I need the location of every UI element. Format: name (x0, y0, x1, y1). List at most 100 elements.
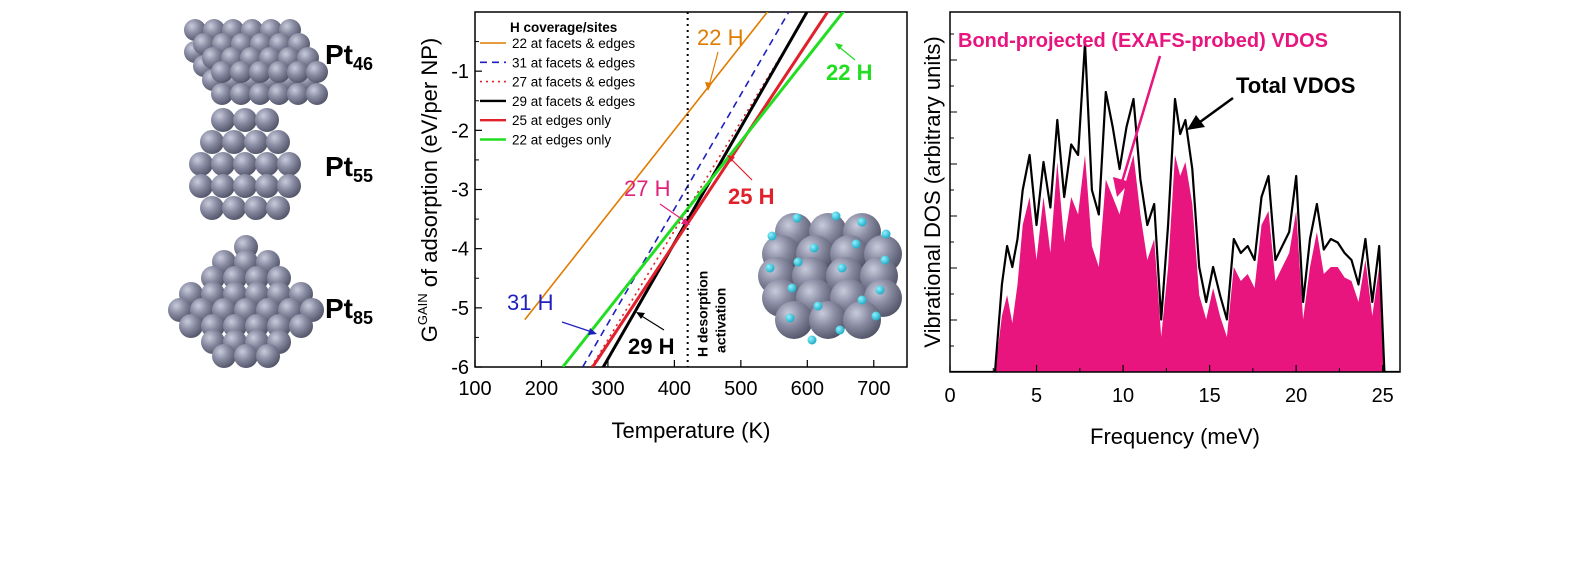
arrowhead (1113, 177, 1130, 197)
legend-label: 31 at facets & edges (512, 55, 635, 70)
y-tick-label: -4 (451, 239, 469, 261)
legend-label: 22 at edges only (512, 133, 611, 148)
pt55-label: Pt55 (325, 151, 373, 186)
pt46-atom (268, 61, 290, 83)
x-tick-label: 100 (458, 378, 491, 400)
vline-label-line1: H desorption (695, 271, 711, 357)
pt55-atom (277, 174, 301, 198)
y-tick-label: -5 (451, 298, 469, 320)
chart-b-ticks: 0 5 10 15 20 25 (944, 33, 1394, 407)
annot-25h: 25 H (728, 184, 774, 209)
h-atom (792, 213, 802, 223)
x-tick-label: 10 (1112, 385, 1134, 407)
series-line-4 (591, 12, 830, 367)
chart-a-legend: H coverage/sites 22 at facets & edges 31 … (480, 20, 635, 148)
h-atom (807, 335, 817, 345)
legend-label: 25 at edges only (512, 113, 611, 128)
legend-title: H coverage/sites (510, 20, 617, 35)
pt85-atom (289, 314, 313, 338)
pt55-atom (244, 196, 268, 220)
annot-27h: 27 H (624, 176, 670, 201)
h-atom (880, 255, 890, 265)
h-atom (813, 301, 823, 311)
arrow-27h (659, 203, 687, 223)
chart-a-series (524, 12, 846, 367)
h-atom (835, 325, 845, 335)
desorption-activation-line: H desorption activation (686, 12, 729, 367)
pt46-atom (211, 61, 233, 83)
x-tick-label: 20 (1285, 385, 1307, 407)
h-atom (767, 231, 777, 241)
pt46-atom (268, 83, 290, 105)
h-atom (793, 257, 803, 267)
h-atom (881, 229, 891, 239)
pt55-atom (200, 196, 224, 220)
vline-label-line2: activation (713, 288, 729, 353)
pt46-atom (230, 83, 252, 105)
pt46-atom (287, 61, 309, 83)
series-line-0 (524, 12, 769, 321)
pt55-atom (266, 130, 290, 154)
arrowhead (1187, 115, 1205, 130)
h-atom (851, 239, 861, 249)
pt46-label: Pt46 (325, 39, 373, 74)
x-tick-label: 200 (525, 378, 558, 400)
arrow-25h (729, 157, 753, 181)
pt55-atom (277, 152, 301, 176)
chart-a-xlabel: Temperature (K) (612, 418, 771, 443)
vdos-chart: 0 5 10 15 20 25 Frequency (meV) Vibrational D… (920, 11, 1401, 449)
pt85-label: Pt85 (325, 293, 373, 328)
pt55-atom (189, 152, 213, 176)
annot-22h-green: 22 H (826, 60, 872, 85)
y-tick-label: -2 (451, 120, 469, 142)
arrowhead (727, 155, 735, 162)
h-atom (857, 217, 867, 227)
chart-a-ticks: 100 200 300 400 500 600 700 -1 -2 -3 -4 -5 -6 (451, 41, 890, 400)
pt46-atom (287, 83, 309, 105)
arrowhead (681, 218, 690, 225)
h-atom (785, 313, 795, 323)
y-tick-label: -3 (451, 180, 469, 202)
x-tick-label: 500 (724, 378, 757, 400)
legend-label: 29 at facets & edges (512, 94, 635, 109)
h-atom (831, 211, 841, 221)
pt85-atom (179, 314, 203, 338)
arrowhead (835, 43, 843, 50)
h-covered-cluster-inset (758, 211, 902, 345)
arrowhead (636, 312, 645, 319)
annot-22h-orange: 22 H (697, 25, 743, 50)
pt55-atom (222, 196, 246, 220)
h-atom (787, 283, 797, 293)
pt55-atom (266, 196, 290, 220)
pt85-atom (234, 344, 258, 368)
chart-b-ylabel: Vibrational DOS (arbitrary units) (920, 36, 945, 347)
arrow-bond-projected (1120, 55, 1162, 183)
y-tick-label: -1 (451, 61, 469, 83)
chart-a-arrows (561, 43, 856, 335)
pt55-atom (211, 108, 235, 132)
x-tick-label: 5 (1031, 385, 1042, 407)
annot-31h: 31 H (507, 290, 553, 315)
x-tick-label: 600 (791, 378, 824, 400)
x-tick-label: 300 (591, 378, 624, 400)
arrowhead (588, 328, 597, 335)
arrow-31h (561, 321, 593, 333)
pt55-atom (211, 174, 235, 198)
pt46-atom (211, 83, 233, 105)
pt55-atom (244, 130, 268, 154)
adsorption-energy-chart: 100 200 300 400 500 600 700 -1 -2 -3 -4 -5 -6 H deso… (415, 11, 908, 443)
series-line-5 (561, 12, 846, 367)
pt55-atom (233, 174, 257, 198)
annot-bond-projected: Bond-projected (EXAFS-probed) VDOS (958, 30, 1328, 52)
chart-a-ylabel: GGAIN of adsorption (eV/per NP) (415, 38, 442, 343)
x-tick-label: 0 (944, 385, 955, 407)
pt-atom (843, 301, 881, 339)
pt46-atom (249, 83, 271, 105)
arrow-22h-green (837, 45, 856, 61)
pt55-atom (233, 152, 257, 176)
pt55-atom (255, 174, 279, 198)
arrow-29h (639, 314, 665, 331)
nanoparticle-structures (168, 19, 328, 368)
pt55-atom (233, 108, 257, 132)
